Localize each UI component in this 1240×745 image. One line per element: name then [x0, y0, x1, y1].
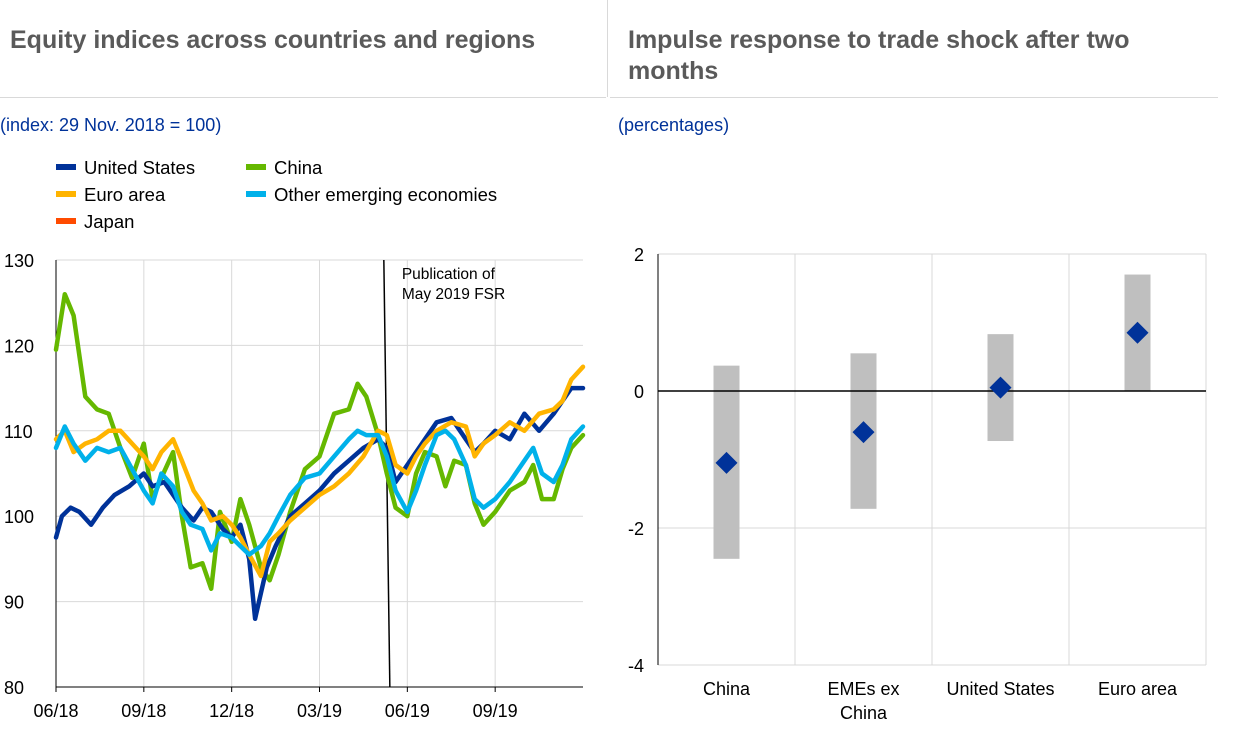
- left-unit-label: (index: 29 Nov. 2018 = 100): [0, 115, 222, 135]
- right-unit-label: (percentages): [618, 115, 730, 135]
- series-line-euro-area: [53, 364, 586, 579]
- title-divider-left: [0, 97, 606, 98]
- category-label-euro-area: Euro area: [1098, 679, 1178, 699]
- y-tick-label: 130: [4, 251, 34, 271]
- y-tick-label: -4: [628, 656, 644, 676]
- legend-item-other-emerging: Other emerging economies: [246, 184, 497, 206]
- legend-swatch-china: [246, 164, 266, 171]
- legend-label-china: China: [274, 157, 323, 178]
- y-tick-label: 0: [634, 382, 644, 402]
- x-tick-label: 03/19: [297, 701, 342, 721]
- fsr-annotation-line-2: May 2019 FSR: [402, 286, 505, 303]
- category-label-emes-ex-china: EMEs ex: [827, 679, 899, 699]
- legend-swatch-euro-area: [56, 191, 76, 198]
- y-tick-label: 120: [4, 336, 34, 356]
- y-tick-label: -2: [628, 519, 644, 539]
- x-tick-label: 09/18: [121, 701, 166, 721]
- point-marker-euro-area: [1126, 321, 1149, 344]
- title-divider-right: [610, 97, 1218, 98]
- y-tick-label: 110: [4, 422, 33, 442]
- chart-legend: United States Euro area Japan China Othe…: [56, 157, 576, 237]
- legend-item-china: China: [246, 157, 322, 179]
- legend-swatch-other-emerging: [246, 191, 266, 198]
- y-tick-label: 90: [4, 593, 24, 613]
- legend-item-euro-area: Euro area: [56, 184, 165, 206]
- panel-separator: [607, 0, 608, 97]
- right-panel-title: Impulse response to trade shock after tw…: [628, 26, 1130, 85]
- y-tick-label: 100: [4, 507, 34, 527]
- legend-item-united-states: United States: [56, 157, 195, 179]
- left-panel-title: Equity indices across countries and regi…: [10, 26, 536, 54]
- x-tick-label: 12/18: [209, 701, 254, 721]
- fsr-annotation-line-1: Publication of: [402, 266, 496, 283]
- legend-label-japan: Japan: [84, 211, 135, 232]
- y-tick-label: 2: [634, 245, 644, 265]
- legend-label-euro-area: Euro area: [84, 184, 166, 205]
- legend-swatch-japan: [56, 218, 76, 225]
- category-label-china: China: [703, 679, 751, 699]
- point-marker-united-states: [989, 376, 1012, 399]
- x-tick-label: 06/19: [385, 701, 430, 721]
- legend-swatch-united-states: [56, 164, 76, 171]
- x-tick-label: 09/19: [473, 701, 518, 721]
- category-label-emes-ex-china: China: [840, 703, 888, 723]
- legend-label-other-emerging: Other emerging economies: [274, 184, 498, 205]
- impulse-response-chart: -4 -2 0 2 China EMEs ex China United States Euro…: [628, 245, 1207, 723]
- series-line-other-emerging-economies: [53, 424, 586, 557]
- legend-item-japan: Japan: [56, 211, 134, 233]
- y-tick-label: 80: [4, 678, 24, 698]
- category-label-united-states: United States: [946, 679, 1054, 699]
- point-marker-emes-ex-china: [852, 421, 875, 444]
- equity-line-chart: 80 90 100 110 120 130 06/18 09/18 12/18 03/19 06/1…: [4, 251, 586, 721]
- legend-label-united-states: United States: [84, 157, 196, 178]
- point-marker-china: [715, 451, 738, 474]
- x-tick-label: 06/18: [33, 701, 78, 721]
